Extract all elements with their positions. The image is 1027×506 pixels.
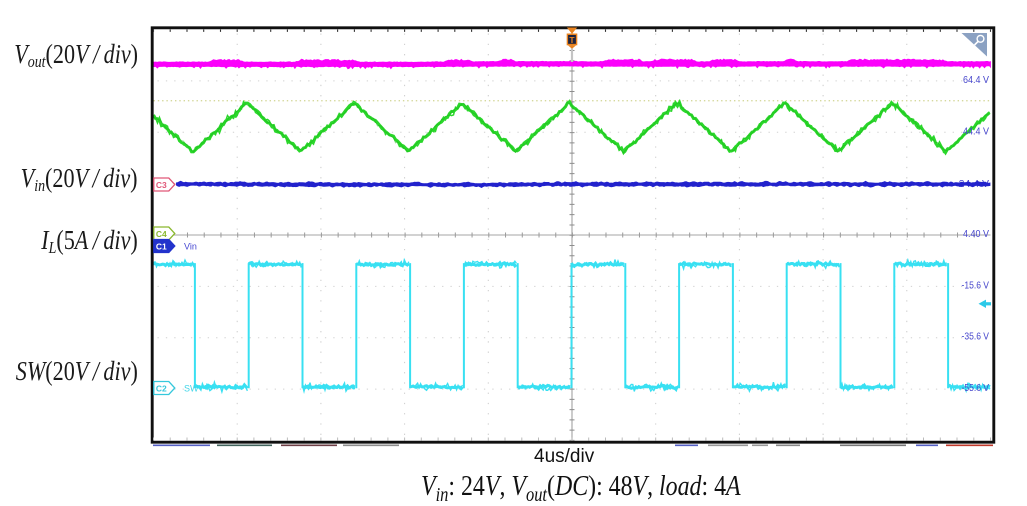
svg-text:C1: C1 xyxy=(156,242,167,252)
svg-text:-35.6 V: -35.6 V xyxy=(962,331,990,343)
svg-text:C3: C3 xyxy=(156,180,167,190)
svg-text:4.40 V: 4.40 V xyxy=(963,228,989,240)
svg-text:-55.6 V: -55.6 V xyxy=(962,382,990,394)
svg-text:Vin: Vin xyxy=(184,242,197,252)
svg-text:T: T xyxy=(569,35,575,45)
svg-text:64.4 V: 64.4 V xyxy=(963,74,989,86)
svg-text:44.4 V: 44.4 V xyxy=(963,125,989,137)
svg-text:C4: C4 xyxy=(156,229,167,239)
svg-text:-15.6 V: -15.6 V xyxy=(962,279,990,291)
svg-text:SW: SW xyxy=(184,384,199,394)
svg-text:C2: C2 xyxy=(156,384,167,394)
